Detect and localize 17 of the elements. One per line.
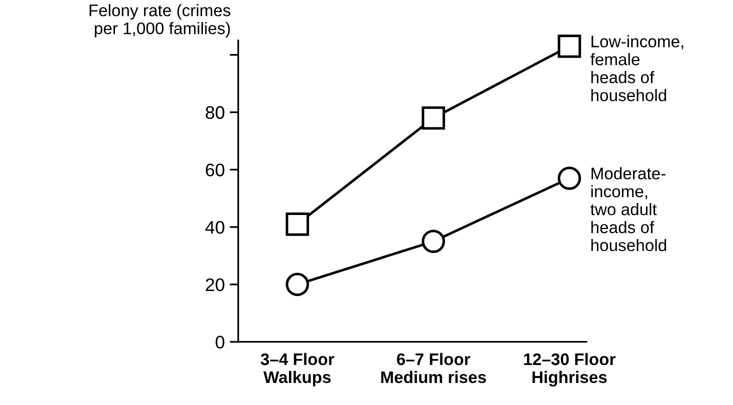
- series-label: Moderate- income, two adult heads of household: [590, 167, 666, 252]
- point: [286, 272, 310, 296]
- point: [558, 34, 582, 58]
- y-axis-title: Felony rate (crimes per 1,000 families): [90, 4, 230, 38]
- y-tick-label: 60: [206, 164, 224, 176]
- y-tick-label: 20: [206, 278, 224, 292]
- point: [422, 230, 446, 254]
- x-tick-label: 12–30 Floor Highrises: [524, 352, 616, 386]
- series-label: Low-income, female heads of household: [590, 35, 684, 102]
- y-tick-label: 80: [206, 106, 224, 119]
- y-tick-label: 40: [205, 220, 224, 234]
- x-tick-label: 6–7 Floor Medium rises: [381, 352, 486, 384]
- point: [558, 166, 582, 190]
- point: [286, 212, 310, 236]
- y-tick-label: 0: [216, 336, 224, 349]
- x-tick-label: 3–4 Floor Walkups: [260, 352, 334, 386]
- point: [422, 106, 446, 130]
